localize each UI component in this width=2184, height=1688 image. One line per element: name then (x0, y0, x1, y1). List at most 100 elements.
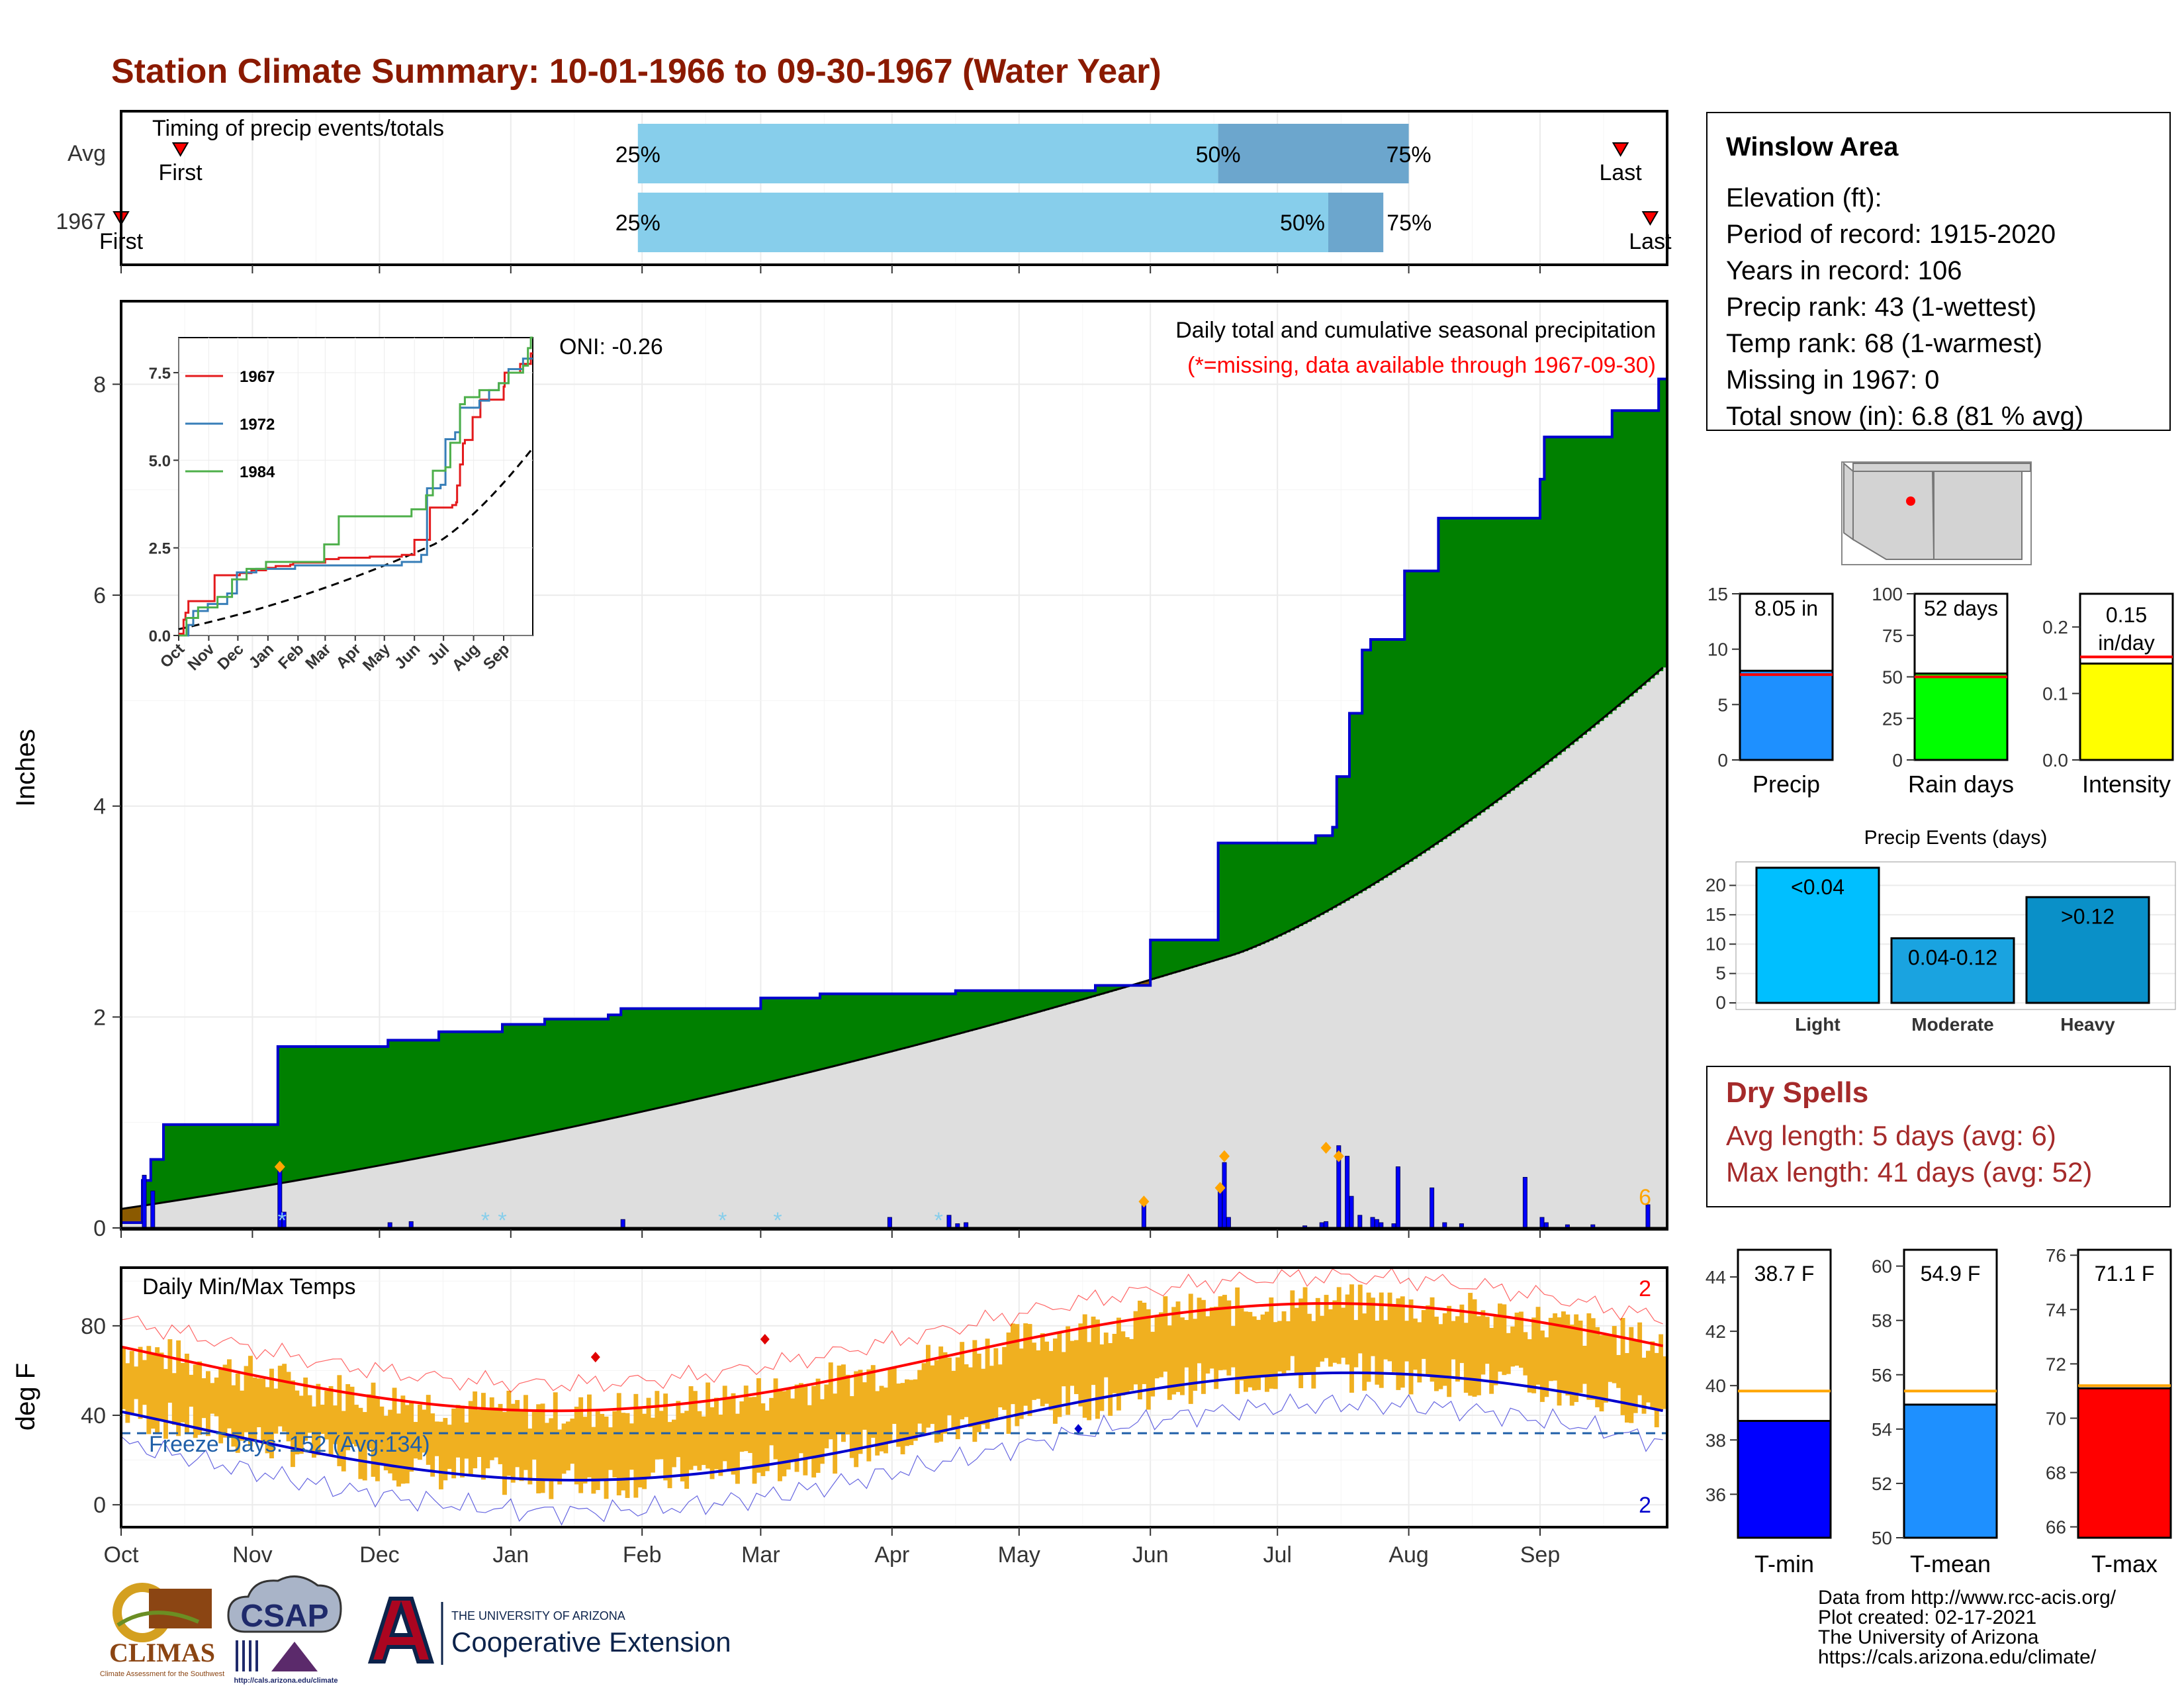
daily-temp-range-bar (1124, 1336, 1130, 1394)
station-location-marker (1906, 496, 1915, 506)
daily-temp-range-bar (1184, 1320, 1189, 1368)
precip-above-avg-fill (375, 1046, 380, 1166)
gauge-value-precip: 8.05 in (1754, 596, 1818, 620)
precip-above-avg-fill (1265, 843, 1269, 943)
precip-above-avg-fill (879, 994, 884, 1055)
daily-temp-range-bar (540, 1403, 545, 1493)
precip-above-avg-fill (722, 1008, 727, 1094)
daily-temp-range-bar (701, 1416, 706, 1466)
precip-above-avg-fill (591, 1019, 596, 1123)
daily-temp-range-bar (870, 1365, 876, 1438)
precip-above-avg-fill (261, 1124, 266, 1187)
precip-subtitle: (*=missing, data available through 1967-… (1187, 353, 1656, 378)
daily-temp-range-bar (1553, 1313, 1558, 1381)
daily-temp-range-bar (1484, 1317, 1490, 1364)
month-label: Jan (492, 1542, 529, 1568)
daily-temp-range-bar (320, 1404, 325, 1434)
precip-above-avg-fill (934, 994, 939, 1041)
precip-above-avg-fill (1582, 437, 1587, 735)
daily-temp-range-bar (976, 1353, 981, 1432)
precip-above-avg-fill (557, 1019, 563, 1131)
daily-temp-range-bar (985, 1338, 990, 1429)
normal-max-line (120, 1302, 1664, 1413)
events-ytick-label: 0 (1715, 992, 1726, 1013)
precip-above-avg-fill (185, 1124, 189, 1199)
precip-above-avg-fill (320, 1046, 325, 1176)
gauge-ytick-label: 68 (2046, 1463, 2066, 1483)
daily-temp-range-bar (1396, 1298, 1401, 1390)
precip-above-avg-fill (600, 1019, 605, 1121)
precip-above-avg-fill (1514, 518, 1520, 788)
daily-temp-range-bar (845, 1374, 850, 1435)
precip-above-avg-fill (1294, 843, 1299, 929)
precip-ytick-label: 0 (93, 1216, 106, 1241)
daily-precip-bar (1357, 1215, 1363, 1229)
precip-above-avg-fill (748, 1008, 753, 1088)
precip-above-avg-fill (1468, 518, 1473, 821)
precip-above-avg-fill (422, 1040, 427, 1158)
daily-temp-range-bar (1608, 1335, 1613, 1382)
daily-temp-range-bar (519, 1410, 524, 1481)
precip-above-avg-fill (303, 1046, 308, 1180)
daily-temp-range-bar (1451, 1321, 1456, 1360)
gauge-ytick-label: 75 (1882, 626, 1903, 646)
precip-above-avg-fill (663, 1008, 668, 1107)
daily-precip-bar (1374, 1219, 1379, 1229)
precip-above-avg-fill (1302, 843, 1308, 924)
timing-q75-label: 75% (1387, 211, 1432, 236)
daily-temp-range-bar (1637, 1322, 1643, 1395)
precip-above-avg-fill (1366, 649, 1371, 888)
normal-min-line (120, 1371, 1664, 1482)
precip-above-avg-fill (1472, 518, 1477, 819)
precip-above-avg-fill (1032, 990, 1036, 1014)
daily-temp-range-bar (1244, 1311, 1248, 1392)
precip-average-line (120, 667, 1664, 1210)
gauge-value-intensity-number: 0.15 (2106, 603, 2147, 627)
precip-above-avg-fill (1430, 571, 1435, 848)
daily-temp-range-bar (231, 1385, 236, 1447)
precip-above-avg-fill (896, 994, 901, 1051)
precip-above-avg-fill (1163, 940, 1168, 976)
precip-above-avg-fill (824, 994, 829, 1069)
gauge-ytick-label: 44 (1706, 1267, 1726, 1288)
daily-temp-range-bar (1015, 1324, 1020, 1427)
daily-temp-range-bar (1294, 1307, 1299, 1374)
precip-above-avg-fill (1307, 843, 1312, 922)
daily-temp-range-bar (418, 1404, 422, 1460)
daily-temp-range-bar (1557, 1317, 1562, 1406)
daily-temp-range-bar (349, 1386, 355, 1444)
daily-temp-range-bar (951, 1370, 956, 1429)
precip-above-avg-fill (531, 1024, 537, 1136)
timing-q50-label: 50% (1196, 142, 1241, 167)
daily-temp-range-bar (1078, 1323, 1083, 1407)
daily-temp-range-bar (1332, 1300, 1338, 1363)
precip-above-avg-fill (1493, 518, 1498, 804)
gauge-value-rain-days: 52 days (1924, 596, 1998, 620)
precip-above-avg-fill (773, 998, 778, 1082)
daily-temp-range-bar (1057, 1332, 1062, 1417)
precip-above-avg-fill (1324, 835, 1329, 913)
precip-above-avg-fill (523, 1024, 528, 1137)
daily-temp-range-bar (841, 1364, 846, 1442)
gauge-ytick-label: 0 (1717, 750, 1728, 771)
precip-above-avg-fill (1078, 990, 1083, 1001)
precip-above-avg-fill (926, 994, 931, 1043)
precip-above-avg-fill (1447, 518, 1452, 837)
daily-temp-range-bar (1248, 1311, 1253, 1387)
info-box: Winslow Area Elevation (ft): Period of re… (1706, 112, 2171, 431)
events-bar-heavy (2025, 896, 2150, 1004)
temp-ytick-label: 40 (81, 1403, 106, 1429)
precip-above-avg-fill (1578, 437, 1583, 739)
precip-above-avg-fill (705, 1008, 711, 1098)
precip-above-avg-fill (316, 1046, 321, 1178)
precip-above-avg-fill (256, 1124, 261, 1188)
daily-temp-range-bar (176, 1340, 181, 1436)
daily-temp-range-bar (1171, 1307, 1177, 1395)
daily-temp-range-bar (291, 1380, 295, 1468)
dry-spells-box: Dry Spells Avg length: 5 days (avg: 6) M… (1706, 1066, 2171, 1207)
daily-temp-range-bar (1230, 1326, 1236, 1368)
gauges-row: 0 5 10 15 Precip 0 25 50 75 100 Rain days 0.0 0.1 0.2… (1707, 584, 2174, 798)
daily-temp-range-bar (651, 1417, 655, 1473)
precip-above-avg-fill (1404, 571, 1410, 865)
precip-above-avg-fill (1273, 843, 1278, 939)
